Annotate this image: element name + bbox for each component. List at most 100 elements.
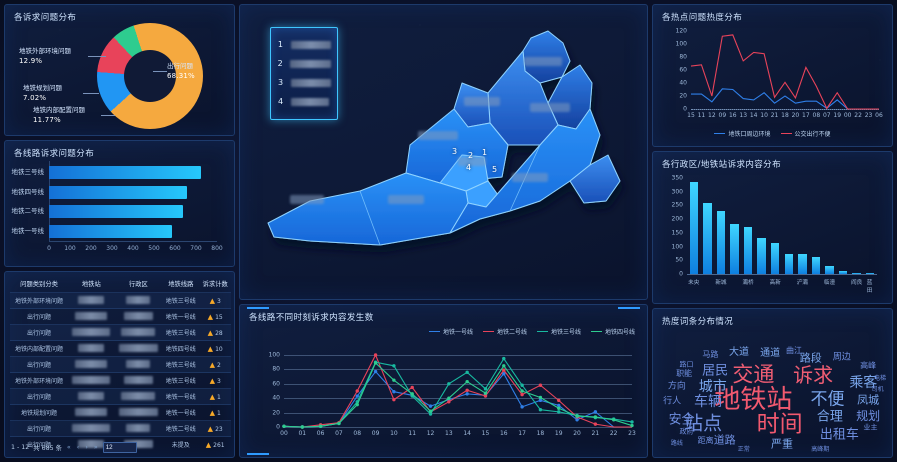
legend-item[interactable]: 公交出行不便 <box>780 129 831 138</box>
pager-next-button[interactable]: › <box>85 444 88 451</box>
wordcloud-word[interactable]: 路口 <box>679 360 694 369</box>
col-category[interactable]: 问题类别分类 <box>20 281 58 288</box>
vbar-bar[interactable] <box>852 272 861 274</box>
wordcloud-word[interactable]: 出租车 <box>819 427 859 443</box>
wordcloud-word[interactable]: 高峰期 <box>811 446 830 454</box>
legend-item[interactable]: 地铁三号线 <box>536 327 581 336</box>
hbar-row[interactable]: 地铁三号线 <box>12 163 217 183</box>
vbar-bar[interactable] <box>784 253 793 274</box>
vbar-bar[interactable] <box>866 272 875 274</box>
hbar-row[interactable]: 地铁四号线 <box>12 183 217 203</box>
map-marker-2[interactable]: 2 <box>468 151 474 160</box>
map-legend-item-1[interactable]: 1 <box>277 35 331 54</box>
wordcloud-word[interactable]: 周边 <box>832 352 851 363</box>
vbar-bar[interactable] <box>689 182 698 274</box>
hbar-row[interactable]: 地铁二号线 <box>12 202 217 222</box>
hbar-bar[interactable] <box>49 205 183 218</box>
district-map[interactable] <box>240 5 649 301</box>
map-legend-item-3[interactable]: 3 <box>277 73 331 92</box>
wordcloud-word[interactable]: 大道 <box>729 346 750 358</box>
wordcloud-word[interactable]: 电梯 <box>874 375 887 383</box>
vbar-bar[interactable] <box>838 270 848 274</box>
wordcloud-word[interactable]: 司机 <box>871 385 884 393</box>
heat-chart-legend[interactable]: 地铁口周边环境 公交出行不便 <box>653 129 892 138</box>
wordcloud-word[interactable]: 业主 <box>863 423 878 432</box>
vbar-bar[interactable] <box>811 256 821 274</box>
y-axis-tick: 300 <box>671 188 683 196</box>
wordcloud-word[interactable]: 路线 <box>670 439 683 447</box>
wordcloud-word[interactable]: 职能 <box>676 368 693 378</box>
map-marker-4[interactable]: 4 <box>466 163 472 172</box>
wordcloud-word[interactable]: 合理 <box>816 409 843 425</box>
wordcloud-word[interactable]: 交通 <box>732 362 775 387</box>
wordcloud-word[interactable]: 车辆 <box>693 393 722 410</box>
pager-last-button[interactable]: » <box>93 444 98 451</box>
table-row[interactable]: 出行问题 地铁一号线 ▲ 15 <box>10 308 231 325</box>
wordcloud-word[interactable]: 方向 <box>667 381 686 392</box>
line-chart-legend[interactable]: 地铁一号线 地铁二号线 地铁三号线 地铁四号线 <box>428 327 635 336</box>
map-marker-3[interactable]: 3 <box>452 147 458 156</box>
wordcloud-word[interactable]: 道路 <box>713 433 736 447</box>
wordcloud-word[interactable]: 行人 <box>663 396 682 407</box>
vbar-bar[interactable] <box>825 265 834 274</box>
map-legend-item-2[interactable]: 2 <box>277 54 331 73</box>
hbar-bar[interactable] <box>49 166 201 179</box>
wordcloud-word[interactable]: 政府 <box>679 427 694 436</box>
vbar-bar[interactable] <box>798 254 807 274</box>
wordcloud-word[interactable]: 正常 <box>737 446 750 454</box>
legend-item[interactable]: 地铁一号线 <box>428 327 473 336</box>
col-count[interactable]: 诉求计数 <box>202 281 228 288</box>
wordcloud-word[interactable]: 地铁站 <box>714 385 793 416</box>
wordcloud-word[interactable]: 凤城 <box>857 393 880 407</box>
vbar-bar[interactable] <box>743 227 753 274</box>
pager-first-button[interactable]: « <box>66 444 71 451</box>
vbar-bar[interactable] <box>703 202 712 274</box>
vbar-bar[interactable] <box>757 238 766 274</box>
wordcloud-word[interactable]: 居民 <box>702 363 729 379</box>
wordcloud-word[interactable]: 城市 <box>698 379 727 396</box>
legend-item[interactable]: 地铁二号线 <box>482 327 527 336</box>
wordcloud-word[interactable]: 距离 <box>697 436 714 446</box>
vbar-bar[interactable] <box>771 243 780 274</box>
wordcloud-word[interactable]: 路段 <box>799 351 822 365</box>
hbar-bar[interactable] <box>49 224 172 238</box>
wordcloud-word[interactable]: 严重 <box>771 437 794 451</box>
wordcloud-word[interactable]: 时间 <box>756 411 803 438</box>
table-row[interactable]: 地铁规划问题 地铁一号线 ▲ 1 <box>10 404 231 421</box>
wordcloud-word[interactable]: 安全 <box>668 412 695 428</box>
table-row[interactable]: 地铁内部配置问题 地铁四号线 ▲ 10 <box>10 340 231 357</box>
map-marker-1[interactable]: 1 <box>482 148 488 157</box>
wordcloud-word[interactable]: 乘客 <box>849 375 878 392</box>
wordcloud-word[interactable]: 通道 <box>760 348 781 360</box>
pager-prev-button[interactable]: ‹ <box>76 444 80 451</box>
map-marker-5[interactable]: 5 <box>492 165 498 174</box>
col-station[interactable]: 地铁站 <box>81 281 101 288</box>
wordcloud-word[interactable]: 马路 <box>702 350 719 360</box>
table-row[interactable]: 地铁外部环境问题 地铁三号线 ▲ 3 <box>10 372 231 389</box>
pager-page-input[interactable] <box>102 442 137 453</box>
col-line[interactable]: 地铁线路 <box>168 281 194 288</box>
col-district[interactable]: 行政区 <box>128 281 148 288</box>
hbar-row[interactable]: 地铁一号线 <box>12 222 217 242</box>
wordcloud-word[interactable]: 站点 <box>684 412 723 435</box>
map-legend-box[interactable]: 1 2 3 4 <box>270 27 338 120</box>
table-row[interactable]: 出行问题 地铁二号线 ▲ 23 <box>10 420 231 437</box>
wordcloud-word[interactable]: 规划 <box>856 409 881 424</box>
wordcloud-word[interactable]: 曲江 <box>786 346 802 356</box>
table-row[interactable]: 出行问题 地铁三号线 ▲ 28 <box>10 324 231 341</box>
hbar-bar[interactable] <box>49 185 187 199</box>
cell-category: 出行问题 <box>10 388 69 405</box>
legend-item[interactable]: 地铁口周边环境 <box>714 129 771 138</box>
vbar-bar[interactable] <box>730 223 739 274</box>
table-row[interactable]: 出行问题 地铁一号线 ▲ 1 <box>10 388 231 405</box>
table-row[interactable]: 地铁外部环境问题 地铁三号线 ▲ 3 <box>10 292 231 309</box>
map-legend-item-4[interactable]: 4 <box>277 92 331 111</box>
wordcloud-word[interactable]: 诉求 <box>793 363 834 388</box>
wordcloud-word[interactable]: 高峰 <box>860 360 877 370</box>
wordcloud-word[interactable]: 不便 <box>810 389 845 410</box>
legend-item[interactable]: 地铁四号线 <box>590 327 635 336</box>
vbar-category-label: 临潼 <box>823 280 836 286</box>
vbar-bar[interactable] <box>716 211 726 274</box>
hbar-x-tick: 200 <box>85 245 97 252</box>
table-row[interactable]: 出行问题 地铁三号线 ▲ 2 <box>10 356 231 373</box>
